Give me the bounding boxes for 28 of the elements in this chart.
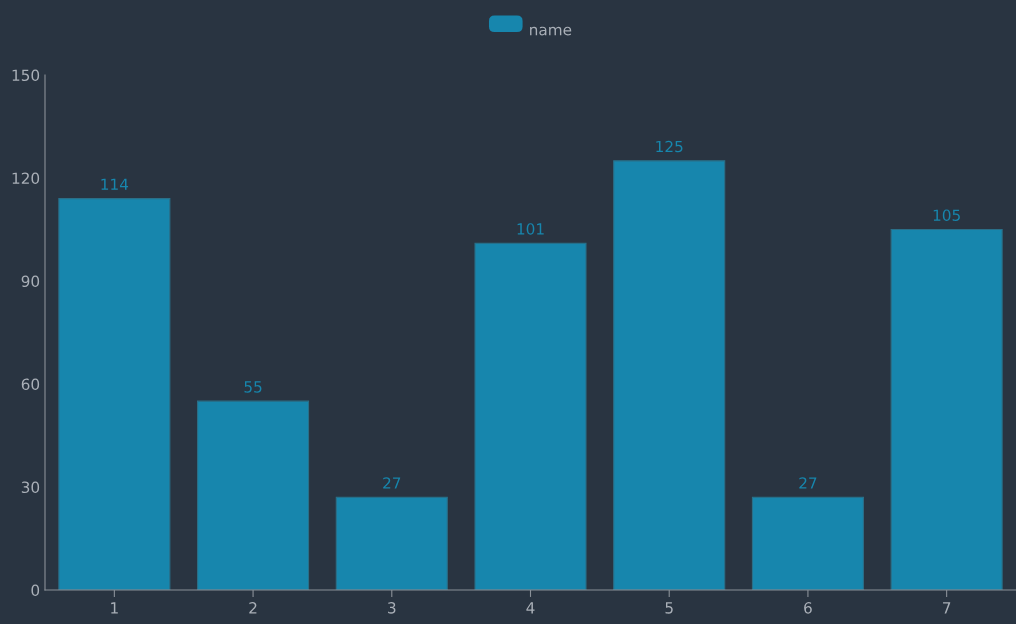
bar xyxy=(197,400,310,590)
x-tick-label: 7 xyxy=(943,602,951,614)
y-tick-label: 90 xyxy=(21,275,40,288)
x-tick-label: 6 xyxy=(804,602,812,614)
x-tick-label: 5 xyxy=(665,602,673,614)
y-tick-label: 120 xyxy=(12,172,40,185)
bar xyxy=(335,496,448,590)
x-tick-label: 1 xyxy=(111,602,118,614)
data-label: 125 xyxy=(656,140,683,153)
data-label: 27 xyxy=(383,477,401,489)
x-tick-label: 2 xyxy=(249,602,257,614)
bar xyxy=(751,496,864,590)
x-tick-label: 3 xyxy=(388,602,396,614)
data-label: 105 xyxy=(933,209,960,221)
legend-label: name xyxy=(530,26,572,36)
bar xyxy=(58,198,171,590)
bar xyxy=(613,160,726,590)
x-tick-label: 4 xyxy=(526,602,535,614)
y-tick-label: 0 xyxy=(31,584,40,597)
bar xyxy=(474,242,587,590)
data-label: 27 xyxy=(799,477,817,489)
y-tick-label: 60 xyxy=(21,378,40,391)
bar xyxy=(890,228,1003,590)
data-label: 101 xyxy=(517,223,544,235)
data-label: 55 xyxy=(244,381,262,393)
y-tick-label: 30 xyxy=(21,481,40,494)
data-label: 114 xyxy=(101,178,129,190)
y-tick-label: 150 xyxy=(12,69,40,82)
